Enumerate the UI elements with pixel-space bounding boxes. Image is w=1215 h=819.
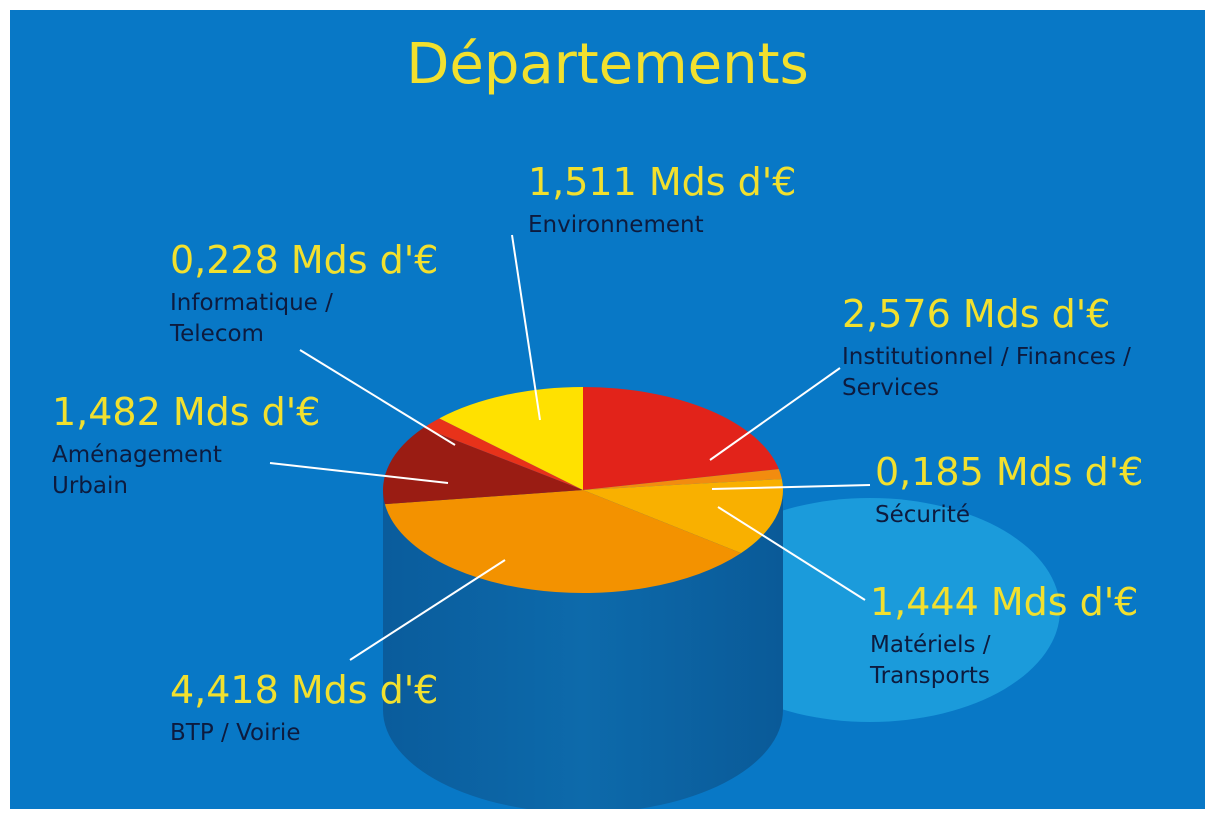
value-label: 0,185 Mds d'€ [875, 450, 1144, 494]
pie-slice [583, 469, 782, 490]
pie-slice [384, 490, 742, 593]
category-label: Informatique / Telecom [170, 290, 333, 348]
category-label: BTP / Voirie [170, 720, 301, 746]
pie-slice [382, 427, 583, 505]
pie-slice [439, 387, 583, 490]
leader-line [711, 484, 871, 490]
category-label: Sécurité [875, 502, 970, 528]
chart-title: Départements [406, 32, 809, 97]
category-label: Institutionnel / Finances / Services [842, 344, 1131, 402]
leader-line [269, 462, 449, 484]
value-label: 1,482 Mds d'€ [52, 390, 321, 434]
pie-slice [423, 418, 583, 490]
value-label: 4,418 Mds d'€ [170, 668, 439, 712]
category-label: Aménagement Urbain [52, 442, 222, 500]
leader-lines [269, 234, 871, 661]
category-label: Matériels / Transports [870, 632, 991, 690]
category-label: Environnement [528, 212, 704, 238]
leader-line [299, 349, 456, 446]
pie-slice [583, 479, 784, 554]
pie-slice [583, 387, 779, 490]
leader-line [717, 506, 866, 601]
leader-line [511, 234, 541, 421]
leader-line [349, 559, 506, 661]
value-label: 2,576 Mds d'€ [842, 292, 1111, 336]
value-label: 1,511 Mds d'€ [528, 160, 797, 204]
pie-graphic [269, 234, 1060, 809]
value-label: 0,228 Mds d'€ [170, 238, 439, 282]
chart: Départements 2,576 Mds d'€ Institutionnel… [10, 10, 1205, 809]
slices [382, 387, 784, 593]
value-label: 1,444 Mds d'€ [870, 580, 1139, 624]
leader-line [709, 367, 841, 461]
